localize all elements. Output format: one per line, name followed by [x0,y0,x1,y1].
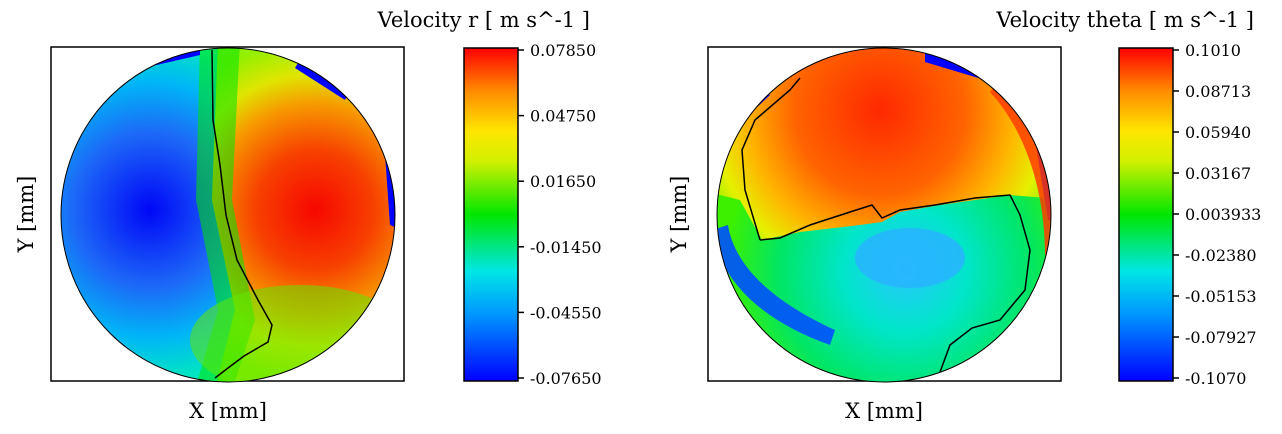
chart-velocity-theta: Velocity theta [ m s^-1 ] X [mm] Y [mm] … [667,8,1261,423]
domain-boundary-left [60,47,396,383]
colorbar-left [463,47,519,382]
colorbar-tick-label: 0.1010 [1185,41,1241,60]
x-axis-label-right: X [mm] [845,399,923,423]
colorbar-tick-label: -0.07927 [1185,328,1257,347]
colorbar-tick-label: -0.05153 [1185,287,1257,306]
y-axis-label-right: Y [mm] [667,176,691,254]
colorbar-tick-label: -0.07650 [530,369,602,388]
domain-boundary-right [716,47,1052,383]
colorbar-tick-label: 0.003933 [1185,205,1261,224]
colorbar-tick-label: -0.1070 [1185,369,1246,388]
y-axis-label-left: Y [mm] [14,176,38,254]
zero-contour-right-a [759,194,1031,373]
colorbar-ticks-right: 0.1010 0.08713 0.05940 0.03167 0.003933 -0.02… [1173,41,1261,388]
colorbar-tick-label: 0.08713 [1185,82,1251,101]
colorbar-ticks-left: 0.07850 0.04750 0.01650 -0.01450 -0.04550 -0.… [518,41,602,388]
zero-contour-left [211,49,273,379]
colorbar-tick-label: 0.05940 [1185,123,1251,142]
colorbar-tick-label: 0.04750 [530,107,596,126]
colorbar-tick-label: -0.04550 [530,303,602,322]
colorbar-tick-label: 0.01650 [530,172,596,191]
colorbar-tick-label: 0.07850 [530,41,596,60]
chart-title-right: Velocity theta [ m s^-1 ] [995,8,1254,32]
chart-title-left: Velocity r [ m s^-1 ] [377,8,590,32]
colorbar-right [1118,47,1174,382]
chart-velocity-r: Velocity r [ m s^-1 ] X [mm] Y [mm] 0.07… [14,8,602,423]
colorbar-tick-label: -0.01450 [530,238,602,257]
zero-contour-right-b [741,77,801,241]
x-axis-label-left: X [mm] [189,399,267,423]
colorbar-tick-label: -0.02380 [1185,246,1257,265]
colorbar-tick-label: 0.03167 [1185,164,1251,183]
